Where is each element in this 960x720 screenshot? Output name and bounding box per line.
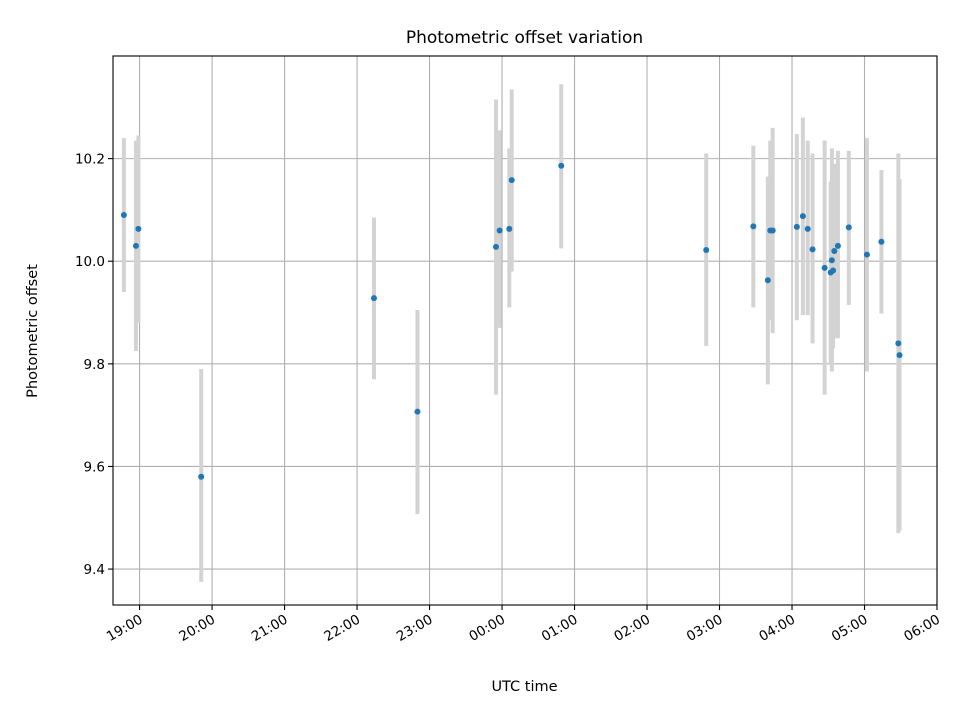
y-tick-label: 9.6 (84, 459, 105, 475)
y-tick-label: 9.4 (84, 562, 105, 578)
data-point (120, 212, 127, 219)
data-point (828, 257, 835, 264)
data-point (799, 213, 806, 220)
y-tick-label: 10.2 (75, 152, 105, 168)
data-point (830, 267, 837, 274)
data-point (198, 473, 205, 480)
data-point (493, 243, 500, 250)
data-point (793, 223, 800, 230)
data-points (120, 162, 903, 480)
data-point (878, 238, 885, 245)
y-tick-label: 9.8 (84, 357, 105, 373)
data-point (750, 223, 757, 230)
data-point (414, 408, 421, 415)
data-point (831, 247, 838, 254)
data-point (809, 246, 816, 253)
data-point (506, 225, 513, 232)
y-axis-title: Photometric offset (25, 264, 41, 398)
data-point (135, 225, 142, 232)
data-point (821, 264, 828, 271)
data-point (764, 277, 771, 284)
chart-title: Photometric offset variation (406, 28, 643, 48)
data-point (703, 246, 710, 253)
data-point (558, 162, 565, 169)
data-point (863, 251, 870, 258)
data-point (834, 242, 841, 249)
data-point (804, 225, 811, 232)
data-point (496, 227, 503, 234)
data-point (896, 352, 903, 359)
data-point (769, 227, 776, 234)
plot-area-frame (112, 55, 938, 606)
data-point (370, 295, 377, 302)
data-point (508, 177, 515, 184)
x-axis-title: UTC time (491, 679, 557, 695)
data-point (132, 242, 139, 249)
y-tick-label: 10.0 (75, 254, 105, 270)
data-point (845, 224, 852, 231)
data-point (895, 340, 902, 347)
